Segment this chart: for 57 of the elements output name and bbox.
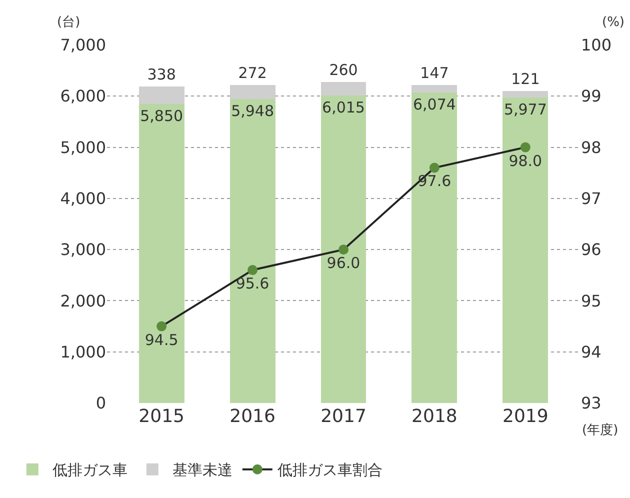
y2-tick-label: 93: [581, 394, 602, 413]
x-tick-label: 2015: [138, 406, 184, 427]
data-label: 6,074: [412, 95, 456, 114]
bar: [138, 86, 184, 104]
bar: [412, 92, 458, 403]
y-tick-label: 1,000: [60, 342, 106, 362]
y-axis-title: (台): [57, 15, 80, 30]
point: [156, 321, 167, 332]
point: [248, 265, 258, 276]
x-tick-label: 2017: [320, 406, 366, 427]
data-label: 98.0: [508, 152, 542, 170]
data-label: 97.6: [418, 172, 452, 190]
data-label: 5,948: [231, 102, 274, 120]
bar: [230, 98, 276, 403]
bar: [230, 84, 276, 99]
bar: [320, 95, 366, 403]
y2-tick-label: 100: [581, 36, 612, 55]
y2-axis-title: (%): [602, 15, 624, 30]
bar: [320, 82, 366, 96]
y-tick-label: 3,000: [60, 240, 106, 260]
data-label: 260: [329, 61, 358, 80]
data-label: 272: [238, 64, 267, 82]
y2-tick-label: 95: [581, 291, 602, 310]
data-label: 338: [147, 66, 176, 84]
y2-tick-label: 97: [581, 189, 602, 208]
point: [429, 162, 440, 173]
data-label: 5,977: [504, 100, 547, 118]
legend-label: 基準未達: [172, 461, 232, 480]
data-label: 147: [420, 64, 449, 82]
legend-label: 低排ガス車: [52, 461, 128, 480]
y-tick-label: 0: [96, 394, 106, 413]
bar: [138, 104, 184, 403]
x-tick-label: 2016: [230, 406, 276, 427]
bar: [502, 97, 548, 403]
y2-tick-label: 96: [581, 240, 602, 260]
y-tick-label: 7,000: [60, 36, 106, 55]
y2-tick-label: 99: [581, 86, 602, 106]
data-label: 5,850: [140, 106, 184, 125]
bar: [412, 84, 458, 92]
data-label: 94.5: [144, 330, 178, 349]
x-tick-label: 2019: [502, 406, 548, 427]
y2-tick-label: 98: [581, 138, 602, 157]
point: [520, 142, 530, 152]
x-tick-label: 2018: [412, 406, 458, 427]
x-axis-title: (年度): [582, 422, 618, 438]
legend-label: 低排ガス車割合: [277, 461, 382, 480]
data-label: 121: [511, 70, 540, 88]
y-tick-label: 4,000: [60, 189, 106, 208]
data-label: 95.6: [236, 274, 270, 293]
y-tick-label: 6,000: [60, 86, 106, 106]
y-tick-label: 2,000: [60, 291, 106, 310]
data-label: 6,015: [322, 98, 365, 116]
y2-tick-label: 94: [581, 342, 602, 362]
point: [338, 244, 348, 255]
data-label: 96.0: [326, 254, 360, 272]
bar: [502, 91, 548, 98]
y-tick-label: 5,000: [60, 138, 106, 157]
